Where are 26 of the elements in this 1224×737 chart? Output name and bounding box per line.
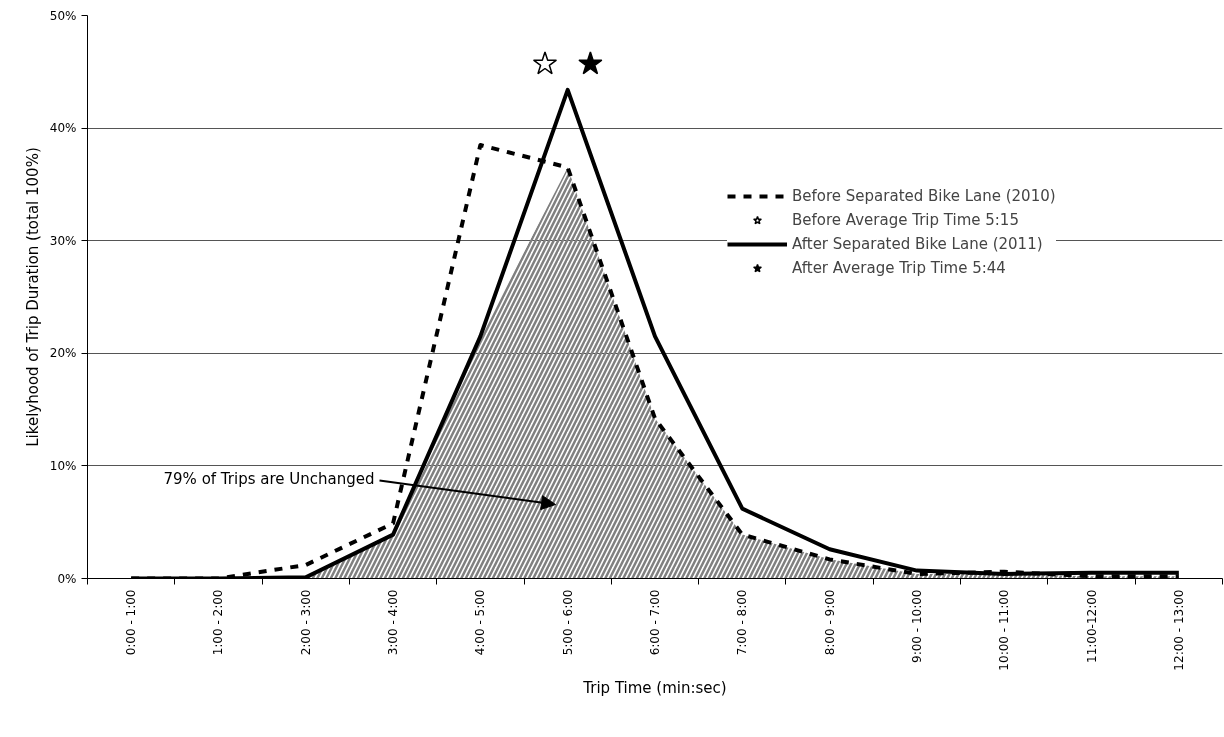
x-tick-label: 8:00 - 9:00 (822, 589, 837, 656)
x-tick-label: 12:00 - 13:00 (1171, 589, 1186, 671)
legend-label: After Average Trip Time 5:44 (792, 259, 1006, 277)
legend-label: Before Average Trip Time 5:15 (792, 211, 1019, 229)
x-tick-label: 0:00 - 1:00 (124, 589, 139, 656)
y-tick-label: 10% (49, 458, 77, 473)
x-tick-label: 2:00 - 3:00 (298, 589, 313, 656)
legend-label: After Separated Bike Lane (2011) (792, 235, 1043, 253)
annotation: 79% of Trips are Unchanged (163, 469, 375, 488)
x-tick-label: 1:00 - 2:00 (211, 589, 226, 656)
y-tick-label: 50% (49, 8, 77, 23)
x-tick-label: 7:00 - 8:00 (735, 589, 750, 656)
x-tick-label: 4:00 - 5:00 (473, 589, 488, 656)
y-tick-label: 0% (57, 571, 77, 586)
y-tick-label: 20% (49, 346, 77, 361)
legend-label: Before Separated Bike Lane (2010) (792, 187, 1056, 205)
x-tick-label: 6:00 - 7:00 (648, 589, 662, 656)
x-axis-title: Trip Time (min:sec) (582, 678, 727, 697)
x-tick-label: 9:00 - 10:00 (909, 589, 924, 663)
x-tick-label: 10:00 - 11:00 (997, 589, 1012, 671)
y-tick-label: 40% (49, 121, 77, 136)
x-tick-label: 11:00-12:00 (1084, 589, 1099, 663)
y-tick-label: 30% (49, 233, 77, 248)
x-tick-label: 5:00 - 6:00 (560, 589, 575, 656)
y-axis-title: Likelyhood of Trip Duration (total 100%) (23, 147, 42, 447)
x-tick-label: 3:00 - 4:00 (386, 589, 401, 656)
